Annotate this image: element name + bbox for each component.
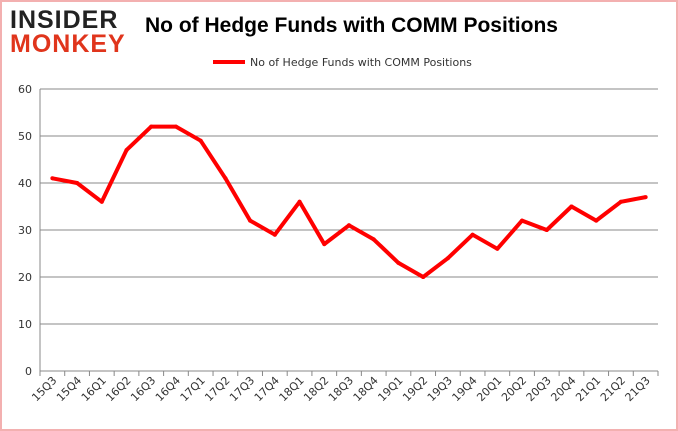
y-tick-label: 60 (18, 83, 32, 96)
logo-line1: INSIDER (10, 6, 119, 34)
data-point (520, 218, 525, 223)
x-tick-label: 16Q1 (79, 374, 109, 404)
data-point (544, 228, 549, 232)
x-tick-label: 21Q1 (573, 374, 603, 404)
y-tick-label: 20 (18, 271, 32, 284)
data-point (445, 256, 450, 261)
data-point (569, 204, 574, 209)
data-point (50, 176, 55, 181)
x-tick-label: 20Q1 (474, 374, 504, 404)
data-point (594, 218, 599, 223)
data-point (371, 237, 376, 242)
x-tick-label: 17Q1 (178, 374, 208, 404)
x-tick-label: 19Q4 (450, 374, 480, 404)
x-tick-label: 20Q3 (524, 374, 554, 404)
data-point (75, 181, 80, 185)
x-tick-label: 19Q1 (375, 374, 405, 404)
x-tick-label: 18Q4 (351, 374, 381, 404)
y-tick-label: 0 (25, 365, 32, 378)
x-tick-label: 17Q4 (252, 374, 282, 404)
data-point (322, 242, 327, 247)
x-tick-label: 20Q2 (499, 374, 529, 404)
data-point (99, 199, 104, 204)
data-point (396, 260, 401, 265)
x-tick-label: 18Q1 (277, 374, 307, 404)
chart-title: No of Hedge Funds with COMM Positions (145, 14, 558, 37)
x-tick-label: 19Q3 (425, 374, 455, 404)
x-tick-label: 16Q2 (103, 374, 133, 404)
data-point (248, 218, 253, 223)
data-point (421, 275, 426, 279)
y-tick-label: 50 (18, 130, 32, 143)
data-point (470, 232, 475, 237)
logo-line2: MONKEY (10, 30, 126, 58)
data-point (149, 124, 154, 129)
insider-monkey-logo: INSIDER MONKEY (10, 6, 126, 58)
y-tick-label: 40 (18, 177, 32, 190)
x-tick-label: 17Q2 (202, 374, 232, 404)
data-point (173, 124, 178, 129)
data-point (643, 195, 648, 200)
data-point (124, 148, 129, 153)
x-tick-label: 19Q2 (400, 374, 430, 404)
x-tick-label: 20Q4 (548, 374, 578, 404)
x-tick-label: 18Q2 (301, 374, 331, 404)
x-tick-label: 21Q3 (623, 374, 653, 404)
x-tick-label: 16Q3 (128, 374, 158, 404)
x-tick-label: 21Q2 (598, 374, 628, 404)
data-point (495, 246, 500, 251)
data-point (198, 138, 203, 143)
x-tick-label: 18Q3 (326, 374, 356, 404)
series-line (51, 124, 647, 279)
y-tick-label: 30 (18, 224, 32, 237)
data-point (297, 199, 302, 204)
data-point (347, 223, 351, 228)
data-point (272, 232, 277, 237)
data-point (618, 199, 623, 204)
x-tick-label: 15Q4 (54, 374, 84, 404)
x-tick-label: 15Q3 (29, 374, 59, 404)
data-point (223, 176, 228, 181)
y-tick-label: 10 (18, 318, 32, 331)
x-tick-label: 17Q3 (227, 374, 257, 404)
legend-label: No of Hedge Funds with COMM Positions (250, 56, 472, 69)
x-tick-label: 16Q4 (153, 374, 183, 404)
